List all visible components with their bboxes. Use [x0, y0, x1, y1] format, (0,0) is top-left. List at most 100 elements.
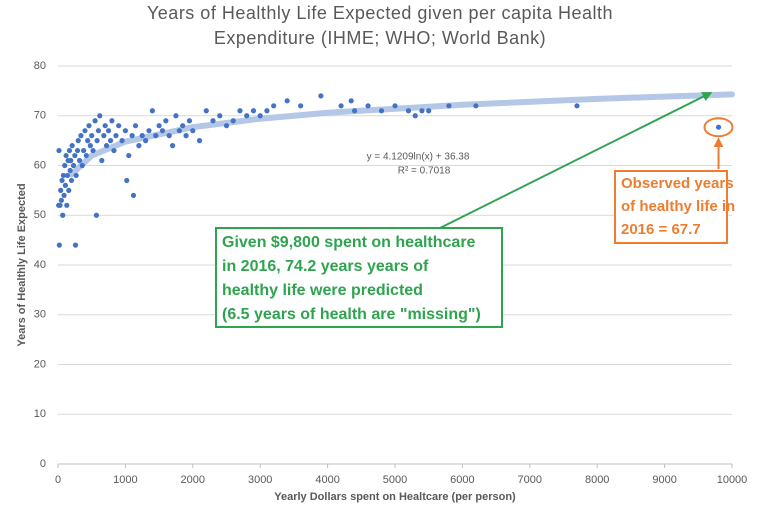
- point: [136, 143, 142, 149]
- point: [78, 133, 84, 139]
- point: [76, 157, 83, 164]
- point: [149, 108, 155, 114]
- point: [116, 123, 122, 129]
- point: [99, 157, 105, 164]
- point: [196, 138, 203, 144]
- point: [75, 138, 81, 144]
- y-tick-label: 0: [40, 458, 46, 470]
- point: [230, 118, 236, 124]
- point: [68, 157, 74, 164]
- point: [74, 147, 81, 154]
- y-tick-label: 10: [34, 408, 46, 420]
- point: [365, 103, 371, 109]
- point: [378, 108, 385, 114]
- x-tick-label: 0: [55, 474, 61, 486]
- point: [89, 133, 95, 139]
- point: [66, 187, 72, 193]
- point: [143, 138, 149, 144]
- point: [156, 123, 162, 129]
- point: [264, 108, 270, 114]
- observed-text: Observed years: [621, 175, 734, 192]
- point: [56, 147, 62, 154]
- point: [92, 118, 98, 124]
- point: [351, 108, 358, 114]
- point: [176, 128, 182, 134]
- point: [574, 103, 580, 109]
- point: [173, 113, 179, 119]
- point: [223, 123, 230, 129]
- point: [166, 133, 172, 139]
- y-tick-label: 60: [34, 159, 46, 171]
- point: [183, 133, 189, 139]
- point: [163, 118, 169, 124]
- point: [61, 192, 67, 198]
- x-tick-label: 9000: [652, 474, 676, 486]
- point: [217, 113, 223, 119]
- point: [284, 98, 290, 104]
- point: [64, 172, 71, 179]
- point: [63, 152, 69, 159]
- point: [70, 162, 77, 169]
- point: [186, 118, 193, 124]
- observed-text: of healthy life in: [621, 198, 735, 215]
- point: [93, 212, 100, 218]
- point: [60, 172, 66, 179]
- y-tick-label: 20: [34, 358, 46, 370]
- y-axis-label: Years of Healthly Life Expected: [16, 183, 28, 346]
- x-tick-label: 6000: [450, 474, 474, 486]
- point: [119, 138, 125, 144]
- point: [62, 162, 68, 169]
- point: [338, 103, 344, 109]
- point: [210, 118, 216, 124]
- y-tick-label: 80: [34, 60, 46, 72]
- point: [271, 103, 277, 109]
- point: [94, 138, 100, 144]
- point: [68, 177, 75, 184]
- y-tick-label: 30: [34, 309, 46, 321]
- x-tick-label: 3000: [248, 474, 272, 486]
- point: [146, 128, 152, 134]
- point: [446, 103, 452, 109]
- point: [90, 147, 96, 154]
- point: [73, 172, 79, 179]
- prediction-arrow: [439, 92, 713, 229]
- point: [190, 128, 196, 134]
- point: [60, 212, 66, 218]
- trendline-equation: y = 4.1209ln(x) + 36.38: [367, 152, 470, 163]
- y-tick-label: 50: [34, 209, 46, 221]
- point: [405, 108, 412, 114]
- x-tick-label: 5000: [383, 474, 407, 486]
- point: [159, 128, 166, 134]
- point: [83, 152, 89, 159]
- y-tick-label: 70: [34, 110, 46, 122]
- chart-title: Expenditure (IHME; WHO; World Bank): [214, 28, 546, 48]
- trendline-r-squared: R² = 0.7018: [398, 166, 451, 177]
- point: [257, 113, 263, 119]
- point: [122, 128, 128, 134]
- chart-title: Years of Healthly Life Expected given pe…: [147, 3, 613, 23]
- point: [412, 113, 418, 119]
- point: [113, 133, 119, 139]
- x-tick-label: 8000: [585, 474, 609, 486]
- point: [473, 103, 479, 109]
- x-tick-label: 4000: [315, 474, 339, 486]
- point: [86, 123, 92, 129]
- point: [348, 98, 354, 104]
- point: [101, 133, 107, 139]
- point: [139, 133, 145, 139]
- point: [72, 152, 78, 159]
- point: [72, 242, 79, 248]
- point: [67, 167, 73, 174]
- x-tick-label: 10000: [717, 474, 748, 486]
- point: [66, 147, 73, 154]
- point: [715, 124, 722, 130]
- point: [85, 138, 91, 144]
- point: [79, 162, 85, 169]
- x-axis-label: Yearly Dollars spent on Healtcare (per p…: [274, 491, 516, 503]
- point: [105, 128, 112, 134]
- point: [426, 108, 432, 114]
- point: [64, 202, 70, 208]
- point: [298, 103, 304, 109]
- observed-box: [614, 170, 728, 244]
